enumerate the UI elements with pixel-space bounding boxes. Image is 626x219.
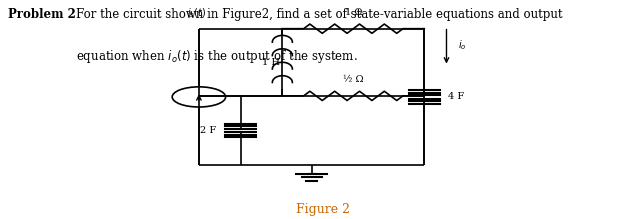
Text: equation when $i_o(t)$ is the output of the system.: equation when $i_o(t)$ is the output of … (76, 48, 358, 65)
Text: For the circuit shown in Figure2, find a set of state-variable equations and out: For the circuit shown in Figure2, find a… (76, 8, 563, 21)
Text: 1 Ω: 1 Ω (344, 8, 362, 17)
Text: 1 H: 1 H (262, 58, 280, 67)
Text: Problem 2: Problem 2 (8, 8, 76, 21)
Text: $i_o$: $i_o$ (458, 39, 466, 52)
Text: 2 F: 2 F (200, 126, 217, 135)
Text: 4 F: 4 F (448, 92, 464, 101)
Text: Figure 2: Figure 2 (295, 203, 350, 216)
Text: $i_s(t)$: $i_s(t)$ (187, 7, 206, 20)
Text: ½ Ω: ½ Ω (343, 75, 364, 84)
